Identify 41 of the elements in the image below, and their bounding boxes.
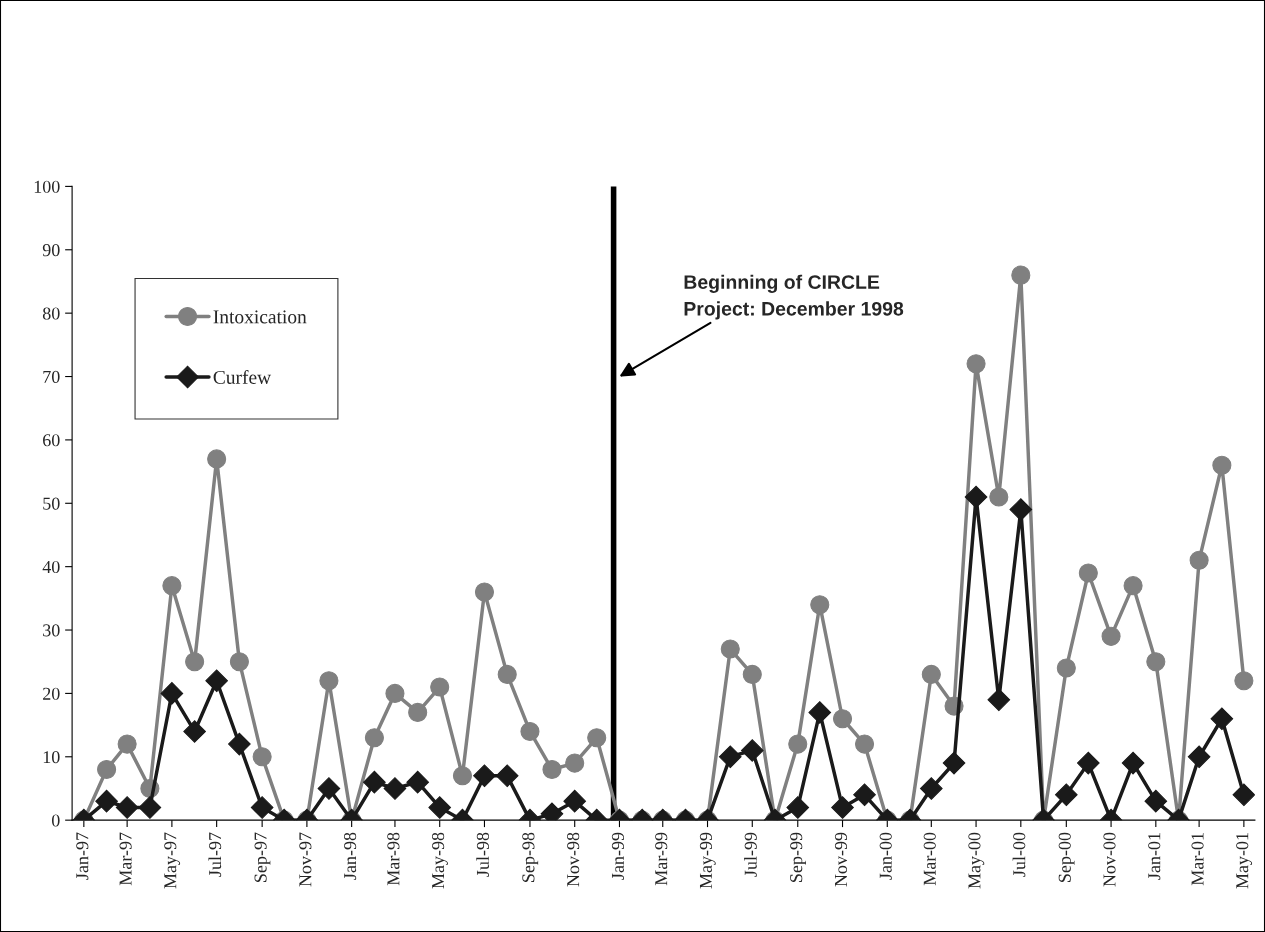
x-tick-label: Jul-98 <box>476 832 489 877</box>
legend-label: Curfew <box>213 370 272 384</box>
y-tick-label: 70 <box>43 370 60 383</box>
y-tick-label: 20 <box>43 687 60 700</box>
x-tick-label: Mar-00 <box>923 832 936 886</box>
x-tick-label: Jul-00 <box>1012 832 1026 877</box>
x-tick-label: Sep-97 <box>254 832 271 882</box>
x-tick-label: Nov-97 <box>299 832 312 887</box>
x-tick-label: Sep-98 <box>522 832 539 882</box>
x-tick-label: Jan-97 <box>76 832 89 880</box>
x-tick-label: Jul-99 <box>744 832 757 877</box>
x-tick-label: Mar-01 <box>1191 833 1204 886</box>
x-tick-label: Sep-00 <box>1058 832 1075 882</box>
x-tick-label: Nov-98 <box>567 832 580 887</box>
x-tick-label: Nov-00 <box>1103 832 1116 887</box>
x-tick-label: May-99 <box>699 832 716 889</box>
x-tick-label: May-97 <box>164 832 181 889</box>
y-tick-label: 50 <box>43 497 60 510</box>
legend-label: Intoxication <box>213 310 307 324</box>
x-tick-label: Jul-97 <box>208 832 222 877</box>
x-tick-label: May-01 <box>1236 833 1253 889</box>
x-tick-label: Jan-98 <box>343 832 357 880</box>
ref-line-label: Beginning of CIRCLE Project: December 1998 <box>684 274 904 320</box>
y-tick-label: 40 <box>42 560 60 574</box>
x-tick-label: Mar-97 <box>119 832 132 886</box>
x-tick-label: Nov-99 <box>834 832 848 887</box>
y-tick-label: 90 <box>42 244 60 257</box>
y-tick-label: 10 <box>43 751 60 764</box>
y-tick-label: 30 <box>43 624 60 637</box>
y-tick-label: 100 <box>34 180 60 193</box>
x-tick-label: Mar-98 <box>387 832 400 886</box>
y-tick-label: 80 <box>42 307 60 320</box>
y-tick-label: 60 <box>43 434 60 447</box>
x-tick-label: May-00 <box>968 832 985 889</box>
x-tick-label: Sep-99 <box>790 832 806 882</box>
x-tick-label: Jan-00 <box>879 832 892 880</box>
x-tick-label: Jan-99 <box>611 832 624 880</box>
x-tick-label: May-98 <box>431 832 448 889</box>
y-tick-label: 0 <box>51 814 60 827</box>
x-tick-label: Jan-01 <box>1148 833 1161 880</box>
x-tick-label: Mar-99 <box>655 832 668 886</box>
